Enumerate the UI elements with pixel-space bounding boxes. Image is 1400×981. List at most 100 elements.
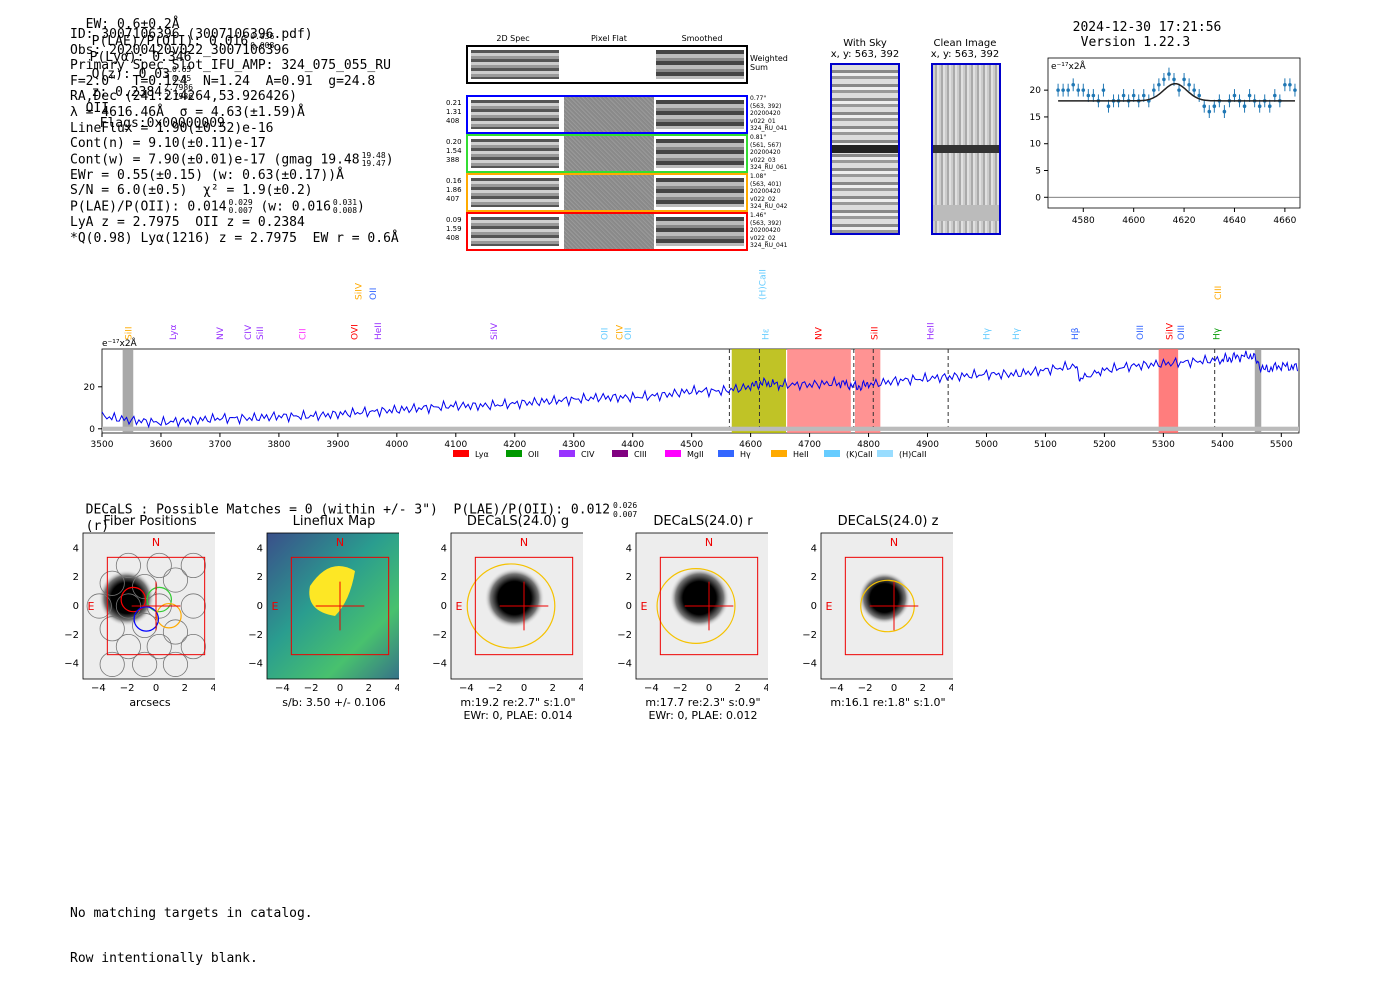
cutout-note-n4: v022_03 <box>750 156 776 164</box>
cutout-note-n2: (563, 401) <box>750 180 782 188</box>
cutout-weight-w2: 1.31 <box>446 108 462 116</box>
fit-data-point <box>1288 82 1292 87</box>
x-tick-label: −2 <box>858 683 873 694</box>
info-ewr: EWr = 0.55(±0.15) (w: 0.63(±0.17))Å <box>70 167 344 183</box>
header-version: Version 1.22.3 <box>1080 35 1191 50</box>
spec-line-label: OII <box>369 288 379 300</box>
cutout-note-n1: 1.08" <box>750 173 767 180</box>
col-smoothed: Smoothed <box>681 34 723 43</box>
lineflux-peak <box>309 566 355 616</box>
decals-hi: 0.026 <box>613 501 638 510</box>
header-z-hi: 2.7986 <box>164 83 194 92</box>
clean-image-line-band <box>933 145 999 153</box>
cutout-notes: 0.81" (561, 567) 20200420 v022_03 324_RU_061 <box>750 134 800 172</box>
weighted-sum-label: Weighted Sum <box>750 54 788 72</box>
info-contw-text: Cont(w) = 7.90(±0.01)e-17 (gmag 19.48 <box>70 152 360 168</box>
x-tick-label: 4 <box>394 683 399 694</box>
panel-xlabel-line: m:16.1 re:1.8" s:1.0" <box>830 696 946 709</box>
fiber-circle <box>162 619 189 645</box>
x-tick-label: 0 <box>521 683 527 694</box>
y-tick-label: −4 <box>248 659 263 670</box>
fit-data-point <box>1182 77 1186 82</box>
y-tick-label: 0 <box>811 601 817 612</box>
cutouts-panel: 2D Spec Pixel Flat Smoothed Weighted Sum… <box>446 33 796 258</box>
fiber-circle <box>132 573 158 600</box>
no-match-text: No matching targets in catalog. <box>70 906 313 921</box>
spec-line-label: HeII <box>374 322 384 340</box>
x-tick-label: 0 <box>337 683 343 694</box>
y-tick-label: 4 <box>811 543 817 554</box>
header-qz: Q(z): 0.03 <box>91 66 170 82</box>
header-plae-lo: 0.008 <box>250 41 275 50</box>
cutout-note-n2: (561, 567) <box>750 141 782 149</box>
x-tick-label: 2 <box>550 683 556 694</box>
y-tick-label: 4 <box>441 543 447 554</box>
spec-x-tick-label: 4800 <box>857 440 880 450</box>
x-tick-label: 0 <box>891 683 897 694</box>
cutout-weight-w1: 0.20 <box>446 138 462 146</box>
cutout-weights: 0.16 1.86 407 <box>446 177 464 204</box>
col-2d-spec: 2D Spec <box>496 34 530 43</box>
fit-data-point <box>1086 93 1091 98</box>
east-label: E <box>826 600 833 613</box>
cutout-note-n1: 0.77" <box>750 95 767 102</box>
spec-y-tick-label: 20 <box>84 383 96 393</box>
fiber-circle <box>162 651 189 677</box>
info-contw: Cont(w) = 7.90(±0.01)e-17 (gmag 19.48 19.… <box>70 150 394 168</box>
spec-line-label: Lyα <box>169 324 179 340</box>
col-pixel-flat: Pixel Flat <box>591 34 627 43</box>
panel-xlabel-line: s/b: 3.50 +/- 0.106 <box>282 696 386 709</box>
legend-swatch <box>718 450 734 457</box>
legend-label: Lyα <box>475 450 489 459</box>
fiber-circle <box>162 567 189 593</box>
panel-sub-line: EWr: 0, PLAE: 0.014 <box>463 709 573 722</box>
info-lambda: λ = 4616.46Å σ = 4.63(±1.59)Å <box>70 104 305 120</box>
weighted-smooth-image <box>656 50 744 79</box>
fit-data-point <box>1172 77 1176 82</box>
cutout-note-n4: v022_01 <box>750 117 776 125</box>
line-fit-chart: 4580 4600 4620 4640 4660 0 5 10 15 20 e⁻¹⁷x2Å <box>1030 57 1301 226</box>
spec-x-tick-label: 5200 <box>1093 440 1116 450</box>
full-spectrum-chart: 3500 3600 3700 3800 3900 4000 4100 4200 4300 4400… <box>84 269 1300 459</box>
info-gmag-lo: 19.47 <box>361 158 386 168</box>
cutout-weights: 0.09 1.59 408 <box>446 216 464 243</box>
y-tick-label: −2 <box>802 630 817 641</box>
fiber-circle <box>146 633 172 660</box>
panel-sub-line: EWr: 0, PLAE: 0.012 <box>648 709 758 722</box>
spec-frame <box>101 348 1300 434</box>
x-tick-label: −4 <box>91 683 106 694</box>
cutout-flat-image <box>564 136 654 171</box>
cutout-note-n2: (563, 392) <box>750 102 782 110</box>
clean-image-label: Clean Image <box>933 38 997 49</box>
east-label: E <box>456 600 463 613</box>
panel-xlabel: arcsecs <box>75 696 225 709</box>
y-tick-label: 2 <box>811 572 817 583</box>
panel-xlabel-line: arcsecs <box>129 696 171 709</box>
spec-line-label: OII <box>600 328 610 340</box>
header-timestamp: 2024-12-30 17:21:56 Version 1.22.3 <box>1057 5 1222 50</box>
legend-swatch <box>665 450 681 457</box>
cutout-note-n5: 324_RU_041 <box>750 125 788 132</box>
fiber-circle <box>132 651 158 677</box>
fiber-highlight <box>146 586 173 613</box>
y-tick-label: 2 <box>257 572 263 583</box>
spec-line-label: NV <box>216 326 226 340</box>
x-tick-label: 4 <box>210 683 215 694</box>
fit-data-point <box>1242 104 1247 109</box>
spec-unit-label: e⁻¹⁷x2Å <box>102 337 138 349</box>
fit-data-point <box>1283 82 1287 87</box>
fiber-highlight <box>156 602 182 629</box>
spec-x-tick-label: 3800 <box>267 440 290 450</box>
spec-x-tick-label: 4400 <box>621 440 644 450</box>
spec-line-label: (H)CaII <box>758 269 768 300</box>
cutout-row <box>466 95 748 134</box>
header-ew: EW: 0.6±0.2Å <box>85 17 180 32</box>
search-box <box>106 556 206 656</box>
info-contn: Cont(n) = 9.10(±0.11)e-17 <box>70 136 266 152</box>
panel-title: DECaLS(24.0) r <box>653 514 753 529</box>
legend-label: (H)CaII <box>899 450 926 459</box>
source-blob <box>858 572 911 624</box>
north-label: N <box>890 536 898 549</box>
fit-data-point <box>1056 88 1060 92</box>
cutout-note-n1: 0.81" <box>750 134 767 141</box>
